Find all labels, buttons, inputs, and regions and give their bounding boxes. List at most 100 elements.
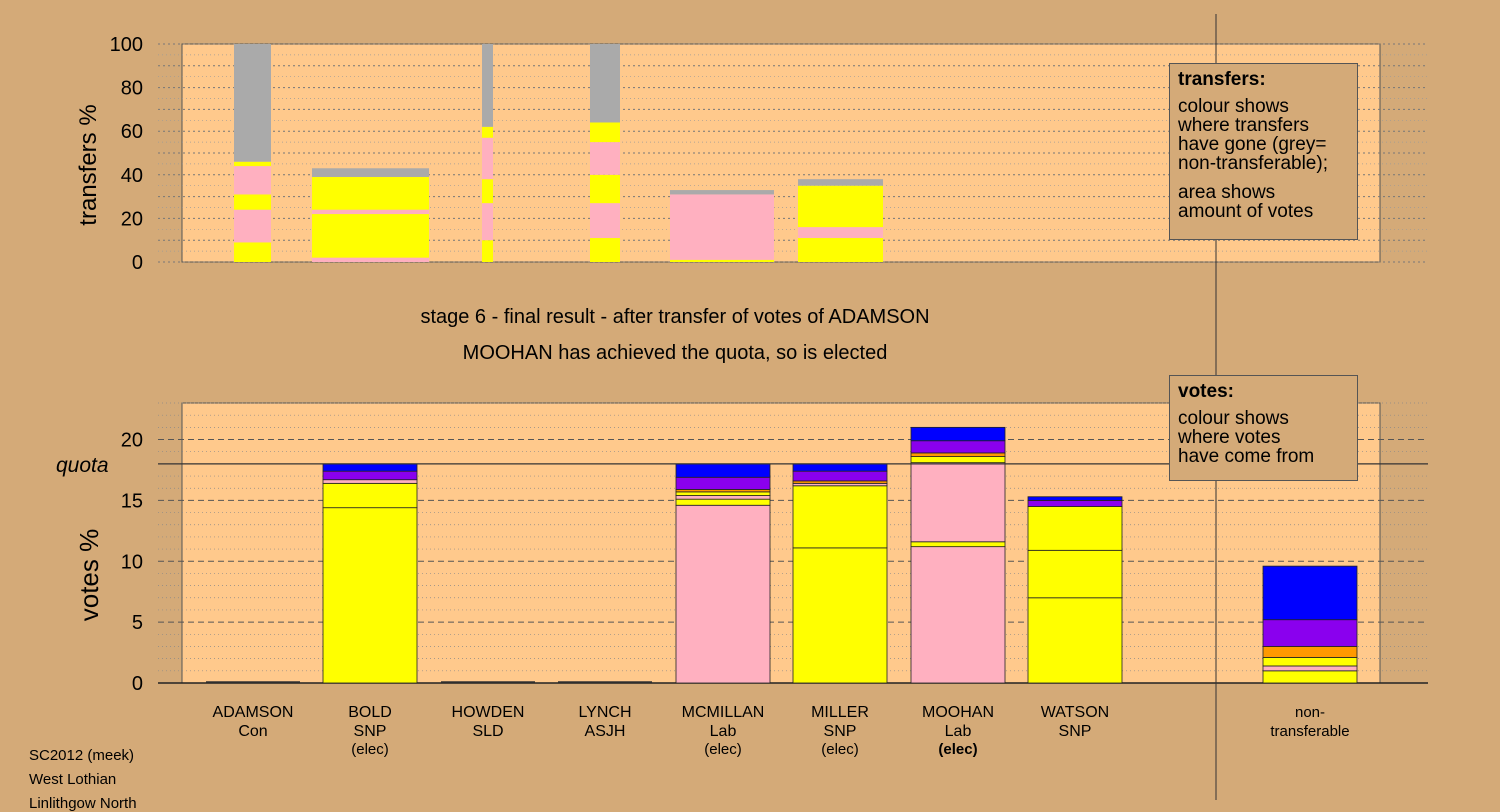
transfer-segment-howden — [482, 240, 493, 262]
transfer-segment-lynch — [590, 238, 620, 262]
candidate-name-label: ADAMSON — [213, 704, 294, 721]
transfer-segment-miller — [798, 179, 883, 186]
vote-segment-non — [1262, 565, 1358, 621]
candidate-name-label: MILLER — [811, 704, 869, 721]
votes-y-axis-label: votes % — [74, 529, 104, 622]
transfer-segment-adamson — [234, 242, 271, 262]
transfer-segment-lynch — [590, 122, 620, 143]
candidate-party-label: SNP — [354, 723, 387, 740]
transfers-ytick-label: 80 — [121, 78, 143, 100]
votes-legend-title: votes: — [1178, 381, 1234, 402]
votes-ytick-label: 15 — [121, 490, 143, 512]
transfers-legend-line: have gone (grey= — [1178, 134, 1327, 155]
vote-segment-non — [1262, 646, 1358, 658]
footer-council: West Lothian — [29, 771, 117, 788]
candidate-party-label: transferable — [1270, 723, 1349, 740]
transfer-segment-mcmillan — [670, 194, 774, 260]
vote-segment-non — [1262, 670, 1358, 684]
transfer-segment-howden — [482, 203, 493, 241]
transfers-y-axis-label: transfers % — [75, 104, 102, 225]
vote-segment-watson — [1027, 597, 1123, 684]
transfer-segment-lynch — [590, 142, 620, 175]
transfers-legend-line: area shows — [1178, 182, 1276, 203]
candidate-party-label: SNP — [1059, 723, 1092, 740]
transfer-segment-adamson — [234, 166, 271, 195]
vote-segment-mcmillan — [675, 476, 771, 490]
vote-segment-moohan — [910, 456, 1006, 464]
transfers-ytick-label: 60 — [121, 121, 143, 143]
vote-segment-watson — [1027, 506, 1123, 551]
candidate-party-label: ASJH — [585, 723, 626, 740]
transfer-segment-mcmillan — [670, 259, 774, 262]
vote-segment-moohan — [910, 426, 1006, 442]
candidate-party-label: SNP — [824, 723, 857, 740]
transfer-segment-howden — [482, 179, 493, 204]
candidate-name-label: MCMILLAN — [682, 704, 765, 721]
transfer-segment-bold — [312, 209, 429, 215]
vote-segment-moohan — [910, 452, 1006, 457]
candidate-party-label: Lab — [710, 723, 737, 740]
votes-legend-line: have come from — [1178, 446, 1315, 467]
candidate-name-label: WATSON — [1041, 704, 1109, 721]
vote-segment-bold — [322, 479, 418, 484]
transfer-segment-mcmillan — [670, 190, 774, 195]
transfer-segment-miller — [798, 185, 883, 228]
transfer-segment-bold — [312, 214, 429, 258]
candidate-status-label: (elec) — [351, 741, 389, 758]
vote-segment-non — [1262, 657, 1358, 667]
transfer-segment-howden — [482, 44, 493, 127]
vote-segment-watson — [1027, 496, 1123, 501]
vote-segment-miller — [792, 547, 888, 684]
stage-heading: stage 6 - final result - after transfer … — [420, 306, 930, 328]
votes-ytick-label: 5 — [132, 612, 143, 634]
votes-ytick-label: 0 — [132, 673, 143, 695]
transfers-legend-line: non-transferable); — [1178, 153, 1328, 174]
transfer-segment-lynch — [590, 203, 620, 239]
vote-segment-non — [1262, 619, 1358, 647]
vote-segment-bold — [322, 463, 418, 472]
transfers-legend-title: transfers: — [1178, 69, 1266, 90]
vote-segment-mcmillan — [675, 495, 771, 500]
vote-segment-miller — [792, 463, 888, 472]
transfer-segment-adamson — [234, 209, 271, 243]
vote-segment-mcmillan — [675, 491, 771, 496]
candidate-status-label: (elec) — [938, 741, 977, 758]
votes-ytick-label: 20 — [121, 430, 143, 452]
candidate-name-label: non- — [1295, 704, 1325, 721]
vote-segment-non — [1262, 665, 1358, 672]
vote-segment-mcmillan — [675, 504, 771, 684]
vote-segment-moohan — [910, 541, 1006, 548]
candidate-name-label: HOWDEN — [452, 704, 525, 721]
vote-segment-bold — [322, 507, 418, 684]
transfer-segment-lynch — [590, 174, 620, 204]
quota-label: quota — [56, 454, 109, 477]
candidate-status-label: (elec) — [704, 741, 742, 758]
result-heading: MOOHAN has achieved the quota, so is ele… — [462, 342, 888, 364]
transfer-segment-adamson — [234, 161, 271, 167]
transfer-segment-lynch — [590, 44, 620, 123]
transfers-ytick-label: 0 — [132, 252, 143, 274]
vote-segment-mcmillan — [675, 463, 771, 478]
transfer-segment-bold — [312, 257, 429, 262]
vote-segment-miller — [792, 485, 888, 549]
transfers-legend: transfers: colour shows where transfers … — [1169, 63, 1358, 240]
candidate-name-label: MOOHAN — [922, 704, 994, 721]
footer-method: SC2012 (meek) — [29, 747, 135, 764]
vote-segment-moohan — [910, 546, 1006, 684]
vote-segment-moohan — [910, 440, 1006, 454]
transfers-legend-line: colour shows — [1178, 96, 1289, 117]
transfer-segment-bold — [312, 176, 429, 210]
votes-legend-line: where votes — [1178, 427, 1281, 448]
transfer-segment-bold — [312, 168, 429, 177]
vote-segment-watson — [1027, 499, 1123, 507]
candidate-party-label: Lab — [945, 723, 972, 740]
transfer-segment-howden — [482, 126, 493, 138]
candidate-party-label: SLD — [472, 723, 503, 740]
transfers-ytick-label: 40 — [121, 165, 143, 187]
footer-ward: Linlithgow North — [29, 795, 137, 812]
transfers-legend-line: where transfers — [1178, 115, 1309, 136]
candidate-party-label: Con — [238, 723, 267, 740]
transfer-segment-howden — [482, 137, 493, 180]
transfer-segment-adamson — [234, 44, 271, 162]
votes-legend: votes: colour shows where votes have com… — [1169, 375, 1358, 481]
